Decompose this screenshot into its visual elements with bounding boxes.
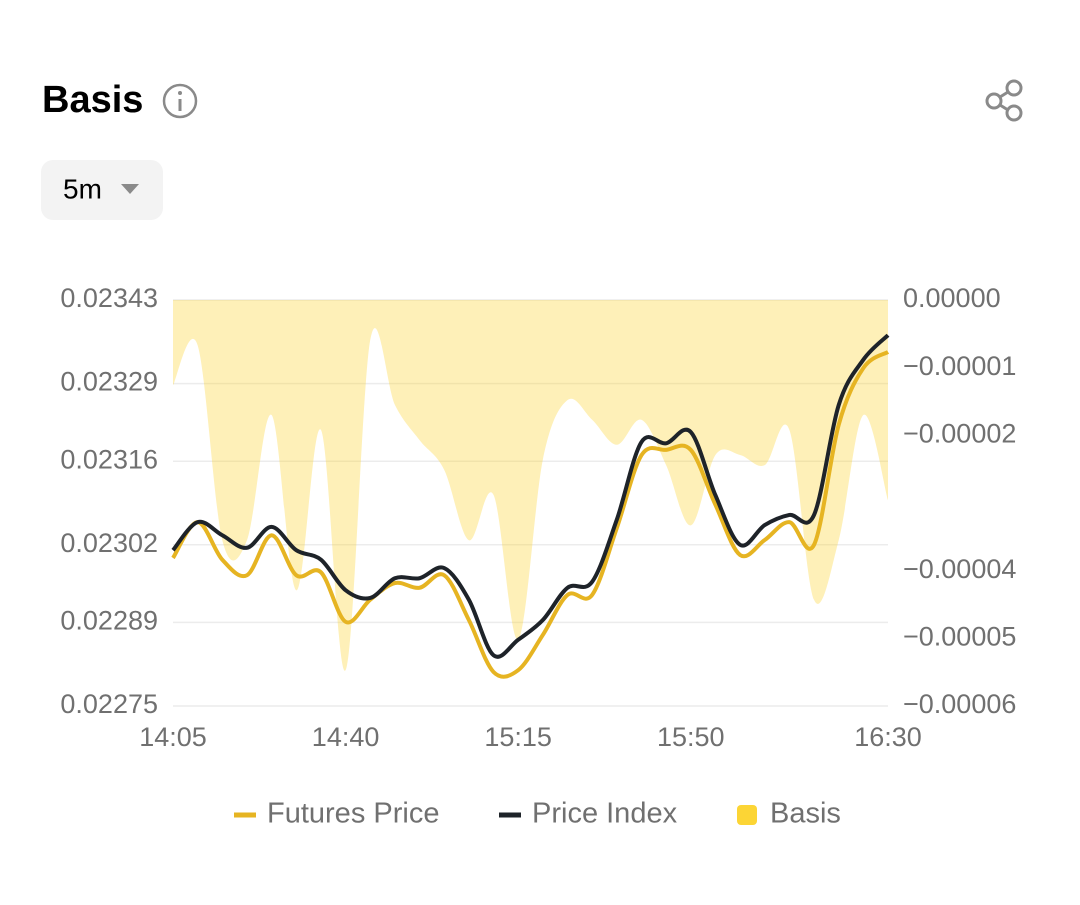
y2-tick-label: −0.00004 <box>903 554 1016 584</box>
legend-label: Basis <box>770 798 841 830</box>
legend-item[interactable]: Basis <box>737 798 841 830</box>
interval-label: 5m <box>63 173 102 204</box>
interval-dropdown[interactable]: 5m <box>41 160 163 220</box>
share-icon[interactable] <box>985 79 1023 122</box>
x-tick-label: 15:15 <box>484 722 552 752</box>
y-tick-label: 0.02302 <box>60 528 158 558</box>
plot: 0.02343 0.02329 0.02316 0.02302 0.02289 0.022… <box>60 283 1016 830</box>
basis-area <box>173 300 888 671</box>
legend-item[interactable]: Price Index <box>499 798 678 830</box>
y-tick-label: 0.02343 <box>60 283 158 313</box>
y2-tick-label: −0.00001 <box>903 351 1016 381</box>
y-tick-label: 0.02329 <box>60 367 158 397</box>
info-icon[interactable] <box>162 83 198 119</box>
y-tick-label: 0.02316 <box>60 444 158 474</box>
chart-title: Basis <box>42 79 143 121</box>
x-tick-label: 15:50 <box>657 722 725 752</box>
legend-swatch <box>737 805 757 825</box>
x-tick-label: 16:30 <box>854 722 922 752</box>
y-tick-label: 0.02275 <box>60 689 158 719</box>
x-tick-label: 14:40 <box>312 722 380 752</box>
series-line <box>171 333 890 659</box>
y2-tick-label: −0.00005 <box>903 621 1016 651</box>
y2-tick-label: −0.00002 <box>903 418 1016 448</box>
y2-tick-label: −0.00006 <box>903 689 1016 719</box>
legend-label: Price Index <box>532 798 678 830</box>
lines <box>171 333 890 679</box>
legend-label: Futures Price <box>267 798 439 830</box>
areas <box>173 300 888 671</box>
x-tick-label: 14:05 <box>139 722 207 752</box>
legend-item[interactable]: Futures Price <box>234 798 439 830</box>
y-tick-label: 0.02289 <box>60 606 158 636</box>
series-line <box>171 350 890 679</box>
y2-tick-label: 0.00000 <box>903 283 1001 313</box>
